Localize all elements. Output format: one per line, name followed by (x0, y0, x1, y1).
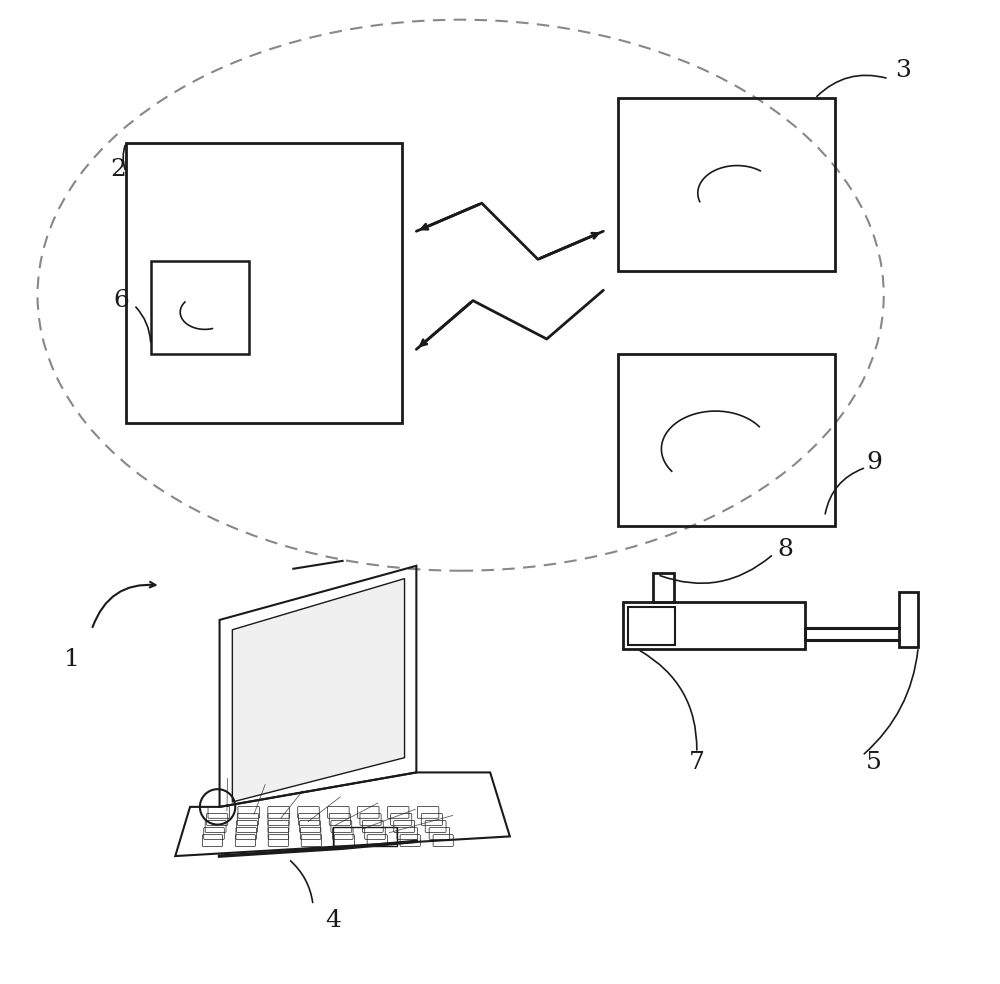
Bar (333, 827, 397, 846)
Text: 9: 9 (866, 451, 882, 474)
Text: 6: 6 (113, 288, 129, 312)
Bar (126, 143, 402, 423)
Bar (151, 261, 249, 354)
Text: 5: 5 (866, 751, 882, 774)
Bar (653, 573, 674, 602)
Polygon shape (232, 579, 405, 802)
Text: 8: 8 (777, 537, 793, 561)
Text: 4: 4 (325, 908, 341, 932)
Text: 2: 2 (110, 157, 126, 181)
Bar (618, 354, 835, 526)
Bar (899, 592, 918, 647)
Text: 7: 7 (689, 751, 705, 774)
Text: 3: 3 (896, 59, 911, 83)
Bar (628, 607, 675, 645)
Text: 1: 1 (64, 647, 80, 671)
Bar (623, 602, 805, 649)
Bar (618, 98, 835, 271)
